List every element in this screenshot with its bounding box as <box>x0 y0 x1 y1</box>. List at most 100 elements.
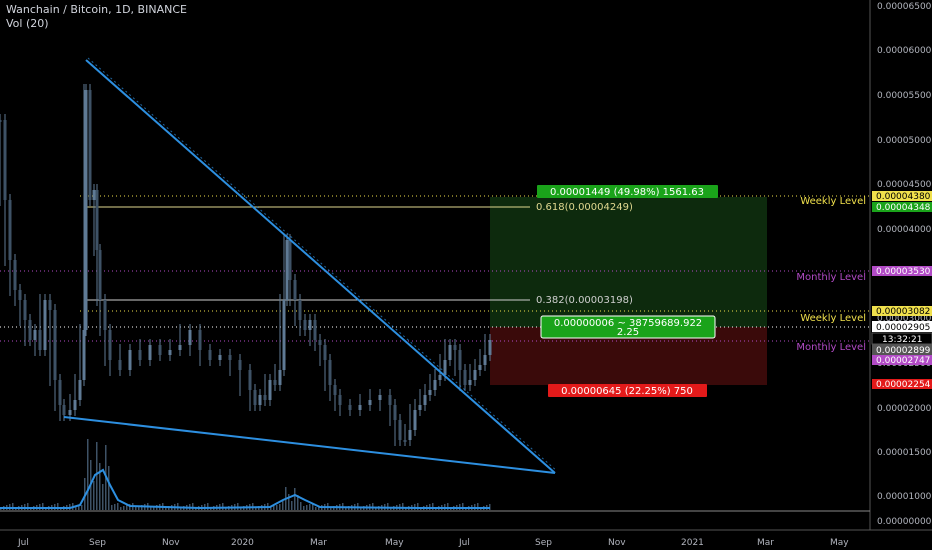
entry-label-line2: 2.25 <box>617 327 639 338</box>
candle-body <box>48 300 52 310</box>
volume-bar <box>402 503 404 510</box>
candle-body <box>323 345 327 360</box>
price-badge: 0.00004348 <box>876 203 931 213</box>
volume-bar <box>126 505 128 510</box>
volume-bar <box>300 502 302 510</box>
profit-zone <box>490 197 767 327</box>
volume-bar <box>240 507 242 510</box>
x-tick: May <box>830 538 849 548</box>
descending-trendline[interactable] <box>85 59 556 474</box>
weekly-level-label-upper: Weekly Level <box>800 196 866 207</box>
x-tick: May <box>385 538 404 548</box>
volume-bar <box>330 507 332 510</box>
candle-body <box>408 430 412 440</box>
candle-body <box>92 190 96 200</box>
candle-body <box>23 300 27 320</box>
volume-bar <box>138 506 140 510</box>
price-badge: 0.00002905 <box>876 323 930 333</box>
price-badge: 0.00002254 <box>876 380 931 390</box>
y-tick: 0.00005000 <box>877 136 932 146</box>
candle-body <box>413 410 417 430</box>
candle-body <box>393 405 397 420</box>
candle-body <box>108 330 112 360</box>
volume-bar <box>12 503 14 510</box>
volume-indicator-label[interactable]: Vol (20) <box>6 17 49 30</box>
volume-bar <box>165 507 167 510</box>
time-axis[interactable]: Jul Sep Nov 2020 Mar May Jul Sep Nov 202… <box>17 538 849 548</box>
y-tick: 0.00004500 <box>877 180 932 190</box>
candle-body <box>348 405 352 410</box>
volume-bar <box>276 505 278 510</box>
price-badge: 0.00002899 <box>876 346 931 356</box>
candle-body <box>178 345 182 350</box>
candle-body <box>433 380 437 390</box>
price-axis[interactable]: 0.00006500 0.00006000 0.00005500 0.00005… <box>877 2 932 527</box>
candle-body <box>138 350 142 360</box>
candle-body <box>378 395 382 400</box>
candle-body <box>228 355 232 360</box>
candle-body <box>208 350 212 360</box>
candles-group <box>0 84 492 446</box>
volume-bar <box>297 495 299 510</box>
candle-body <box>463 370 467 385</box>
candle-body <box>82 330 86 380</box>
profit-label: 0.00001449 (49.98%) 1561.63 <box>550 187 704 198</box>
price-badge: 0.00002747 <box>876 356 930 366</box>
candle-body <box>148 345 152 360</box>
volume-bar <box>153 506 155 510</box>
volume-bar <box>150 507 152 510</box>
entry-label-box[interactable] <box>540 315 716 339</box>
weekly-level-label-lower: Weekly Level <box>800 313 866 324</box>
lower-trendline[interactable] <box>63 416 556 474</box>
loss-label-box <box>548 384 707 397</box>
badge-bg <box>872 355 932 365</box>
candle-body <box>438 375 442 380</box>
x-tick: Mar <box>310 538 327 548</box>
candle-body <box>84 90 88 330</box>
volume-bar <box>303 506 305 510</box>
volume-bar <box>318 506 320 510</box>
volume-bars <box>0 439 491 510</box>
candle-body <box>303 320 307 330</box>
candle-body <box>478 365 482 370</box>
candle-body <box>298 300 302 320</box>
candle-body <box>448 345 452 360</box>
y-tick: 0.00006000 <box>877 46 932 56</box>
symbol-title[interactable]: Wanchain / Bitcoin, 1D, BINANCE <box>6 3 187 16</box>
volume-bar <box>360 507 362 510</box>
candle-body <box>8 200 12 260</box>
volume-bar <box>27 503 29 510</box>
candle-body <box>268 380 272 400</box>
x-tick: Mar <box>757 538 774 548</box>
y-tick: 0.00005500 <box>877 91 932 101</box>
candle-body <box>473 370 477 380</box>
volume-bar <box>192 503 194 510</box>
candle-body <box>288 240 292 280</box>
candle-body <box>443 360 447 375</box>
candle-body <box>58 380 62 405</box>
candle-body <box>328 360 332 385</box>
volume-bar <box>255 507 257 510</box>
candle-body <box>18 290 22 300</box>
volume-bar <box>102 484 104 510</box>
candle-body <box>368 400 372 405</box>
fib-label-0382: 0.382(0.00003198) <box>536 295 633 306</box>
y-tick: 0.00001500 <box>877 448 932 458</box>
candle-body <box>428 390 432 395</box>
candle-body <box>318 340 322 345</box>
candle-body <box>273 380 277 385</box>
volume-bar <box>117 503 119 510</box>
volume-bar <box>462 503 464 510</box>
candle-body <box>43 300 47 350</box>
candle-body <box>28 320 32 340</box>
x-tick: Sep <box>535 538 552 548</box>
volume-bar <box>273 506 275 510</box>
volume-bar <box>282 500 284 510</box>
candle-body <box>198 330 202 350</box>
candle-body <box>88 90 92 200</box>
loss-label: 0.00000645 (22.25%) 750 <box>561 386 693 397</box>
candle-body <box>3 120 7 200</box>
price-badges: 0.00004380 0.00004348 0.00003530 0.00003… <box>871 191 932 390</box>
x-tick: 2020 <box>231 538 254 548</box>
